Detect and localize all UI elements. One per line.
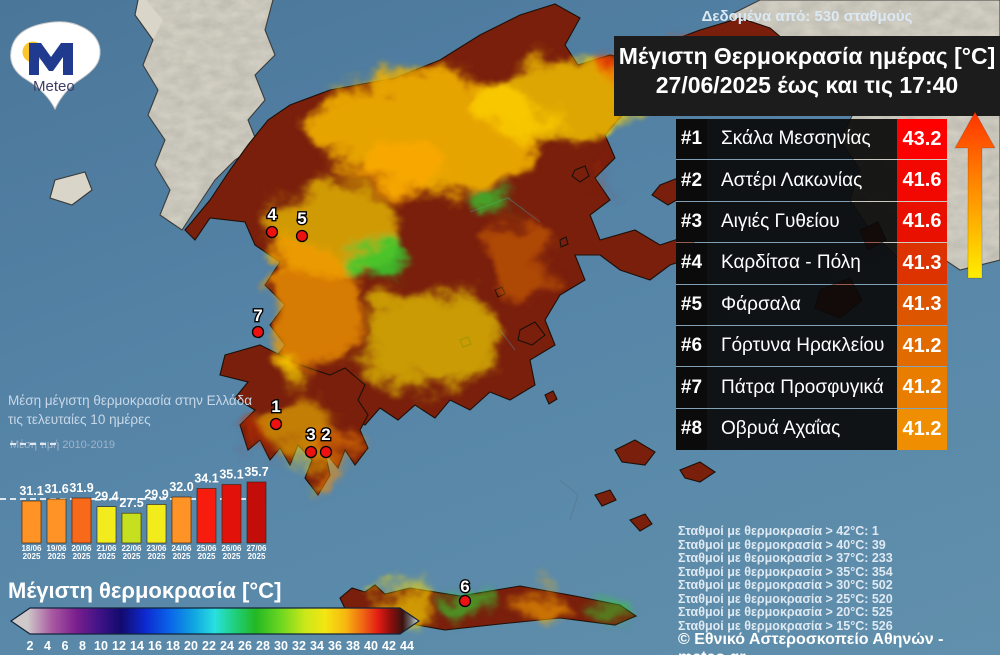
svg-text:2025: 2025 bbox=[48, 552, 66, 560]
svg-text:4: 4 bbox=[44, 639, 51, 653]
svg-text:36: 36 bbox=[328, 639, 342, 653]
svg-text:2: 2 bbox=[27, 639, 34, 653]
svg-text:2025: 2025 bbox=[73, 552, 91, 560]
svg-text:28: 28 bbox=[256, 639, 270, 653]
svg-text:30: 30 bbox=[274, 639, 288, 653]
svg-text:2025: 2025 bbox=[198, 552, 216, 560]
svg-text:10: 10 bbox=[94, 639, 108, 653]
svg-text:2025: 2025 bbox=[98, 552, 116, 560]
svg-text:31.6: 31.6 bbox=[44, 482, 68, 496]
svg-text:2025: 2025 bbox=[148, 552, 166, 560]
svg-text:2025: 2025 bbox=[248, 552, 266, 560]
svg-text:32.0: 32.0 bbox=[169, 480, 193, 494]
svg-text:34: 34 bbox=[310, 639, 324, 653]
svg-text:35.7: 35.7 bbox=[244, 465, 268, 479]
svg-text:20: 20 bbox=[184, 639, 198, 653]
svg-text:42: 42 bbox=[382, 639, 396, 653]
svg-text:24: 24 bbox=[220, 639, 234, 653]
svg-text:14: 14 bbox=[130, 639, 144, 653]
svg-text:34.1: 34.1 bbox=[194, 472, 218, 486]
svg-text:32: 32 bbox=[292, 639, 306, 653]
svg-text:26: 26 bbox=[238, 639, 252, 653]
svg-text:38: 38 bbox=[346, 639, 360, 653]
svg-text:29.4: 29.4 bbox=[94, 490, 118, 504]
svg-text:2025: 2025 bbox=[173, 552, 191, 560]
svg-text:16: 16 bbox=[148, 639, 162, 653]
svg-text:27.5: 27.5 bbox=[119, 496, 143, 510]
svg-text:29.9: 29.9 bbox=[144, 488, 168, 502]
svg-text:8: 8 bbox=[79, 639, 86, 653]
svg-text:2025: 2025 bbox=[223, 552, 241, 560]
svg-text:12: 12 bbox=[112, 639, 126, 653]
svg-text:40: 40 bbox=[364, 639, 378, 653]
svg-text:18: 18 bbox=[166, 639, 180, 653]
svg-text:44: 44 bbox=[400, 639, 414, 653]
svg-text:2025: 2025 bbox=[23, 552, 41, 560]
svg-text:6: 6 bbox=[62, 639, 69, 653]
svg-text:31.1: 31.1 bbox=[19, 484, 43, 498]
svg-text:Meteo: Meteo bbox=[33, 78, 75, 95]
svg-text:22: 22 bbox=[202, 639, 216, 653]
svg-text:35.1: 35.1 bbox=[219, 468, 243, 482]
svg-text:2025: 2025 bbox=[123, 552, 141, 560]
svg-text:31.9: 31.9 bbox=[69, 481, 93, 495]
